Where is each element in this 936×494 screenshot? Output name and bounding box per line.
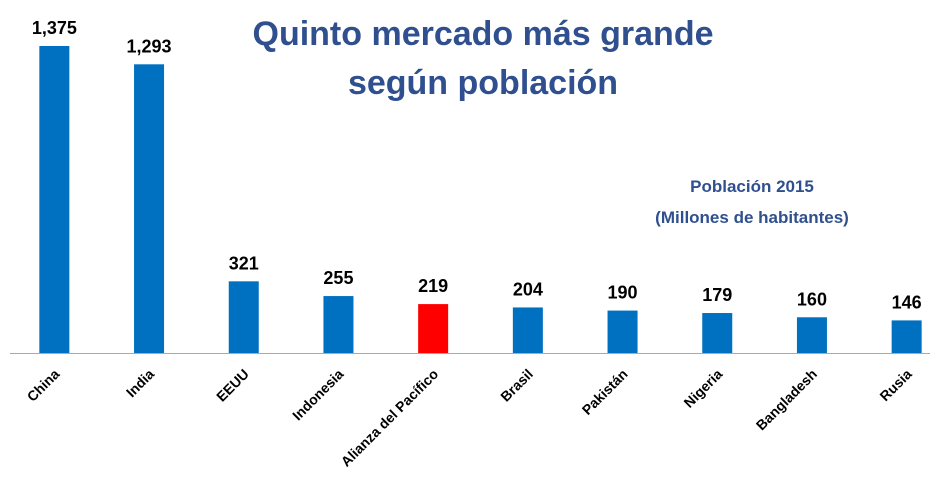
data-label: 1,293	[127, 36, 172, 56]
data-label: 179	[702, 285, 732, 305]
chart-subtitle: Población 2015	[690, 177, 814, 196]
x-tick-label: India	[123, 366, 158, 401]
x-tick-label: Rusia	[876, 366, 914, 404]
data-label: 204	[513, 279, 543, 299]
data-label: 219	[418, 276, 448, 296]
x-tick-label: Alianza del Pacífico	[338, 366, 442, 470]
bar	[228, 281, 259, 353]
bar	[134, 64, 165, 354]
chart-title: según población	[348, 64, 618, 102]
bar	[39, 46, 70, 353]
chart-title: Quinto mercado más grande	[253, 15, 714, 53]
x-tick-label: EEUU	[213, 366, 252, 405]
data-label: 255	[323, 268, 353, 288]
x-tick-label: Bangladesh	[753, 366, 820, 433]
bar	[323, 296, 354, 353]
data-label: 160	[797, 289, 827, 309]
bar	[702, 313, 733, 353]
chart-subtitle: (Millones de habitantes)	[655, 208, 849, 227]
data-label: 1,375	[32, 18, 77, 38]
data-label: 146	[892, 292, 922, 312]
x-tick-label: Nigeria	[680, 366, 725, 411]
x-tick-label: Indonesia	[289, 366, 347, 424]
data-label: 190	[608, 283, 638, 303]
bar	[607, 310, 638, 353]
data-label: 321	[229, 253, 259, 273]
x-tick-label: Pakistán	[579, 366, 631, 418]
bar	[891, 320, 922, 353]
bar	[796, 317, 827, 353]
x-tick-label: China	[24, 366, 63, 405]
x-tick-label: Brasil	[497, 366, 536, 405]
bar	[418, 304, 449, 353]
bar	[512, 307, 543, 353]
